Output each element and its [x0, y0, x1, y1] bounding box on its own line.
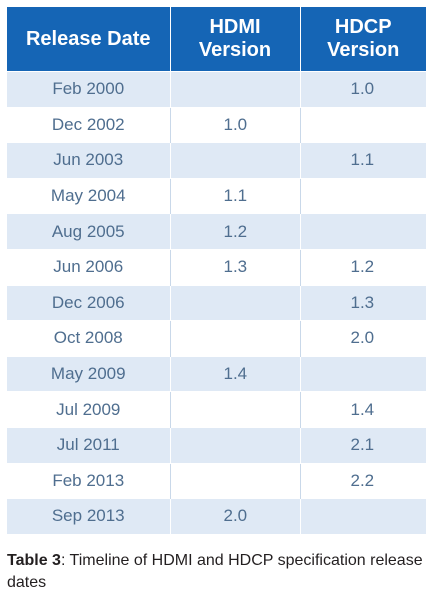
cell-hdmi-version: [169, 71, 301, 108]
cell-release-date: Jun 2003: [7, 142, 171, 179]
table-row: Jun 2006 1.3 1.2: [7, 248, 426, 286]
table-row: Feb 2000 1.0: [7, 71, 426, 108]
release-timeline-table: Release Date HDMI Version HDCP Version F…: [7, 7, 426, 534]
cell-hdcp-version: 1.1: [299, 142, 426, 179]
table-row: Jun 2003 1.1: [7, 142, 426, 179]
cell-hdmi-version: [169, 462, 301, 499]
table-row: Dec 2002 1.0: [7, 106, 426, 143]
cell-release-date: Jul 2009: [7, 391, 171, 428]
cell-release-date: Sep 2013: [7, 498, 171, 534]
cell-hdcp-version: 1.2: [299, 248, 426, 286]
cell-hdmi-version: [169, 284, 301, 321]
cell-hdmi-version: 1.0: [169, 106, 301, 143]
cell-hdmi-version: [169, 426, 301, 464]
header-hdmi-version: HDMI Version: [169, 7, 301, 72]
cell-hdmi-version: 1.4: [169, 355, 301, 392]
cell-hdcp-version: [299, 106, 426, 143]
cell-hdmi-version: 2.0: [169, 498, 301, 534]
table-row: Dec 2006 1.3: [7, 284, 426, 321]
release-timeline-table-container: Release Date HDMI Version HDCP Version F…: [7, 7, 426, 534]
cell-hdcp-version: 2.0: [299, 320, 426, 357]
cell-release-date: Aug 2005: [7, 213, 171, 250]
table-header: Release Date HDMI Version HDCP Version: [7, 7, 426, 72]
table-row: Sep 2013 2.0: [7, 498, 426, 534]
header-row: Release Date HDMI Version HDCP Version: [7, 7, 426, 72]
cell-hdcp-version: [299, 213, 426, 250]
cell-hdcp-version: 1.3: [299, 284, 426, 321]
header-hdcp-version: HDCP Version: [299, 7, 426, 72]
cell-hdcp-version: 2.2: [299, 462, 426, 499]
cell-hdmi-version: [169, 142, 301, 179]
table-row: Jul 2009 1.4: [7, 391, 426, 428]
cell-hdmi-version: [169, 391, 301, 428]
cell-release-date: Jul 2011: [7, 426, 171, 464]
cell-hdmi-version: 1.1: [169, 177, 301, 214]
cell-release-date: May 2004: [7, 177, 171, 214]
cell-hdcp-version: 1.4: [299, 391, 426, 428]
cell-hdmi-version: 1.3: [169, 248, 301, 286]
cell-release-date: Jun 2006: [7, 248, 171, 286]
cell-hdcp-version: 1.0: [299, 71, 426, 108]
cell-release-date: Feb 2013: [7, 462, 171, 499]
cell-hdcp-version: [299, 498, 426, 534]
cell-release-date: May 2009: [7, 355, 171, 392]
cell-release-date: Dec 2006: [7, 284, 171, 321]
cell-hdmi-version: 1.2: [169, 213, 301, 250]
cell-hdcp-version: [299, 355, 426, 392]
table-body: Feb 2000 1.0 Dec 2002 1.0 Jun 2003 1.1 May 200…: [7, 71, 426, 534]
table-row: Jul 2011 2.1: [7, 426, 426, 464]
table-row: Feb 2013 2.2: [7, 462, 426, 499]
table-row: Oct 2008 2.0: [7, 320, 426, 357]
table-row: May 2004 1.1: [7, 177, 426, 214]
header-release-date: Release Date: [7, 7, 171, 72]
cell-hdmi-version: [169, 320, 301, 357]
cell-hdcp-version: 2.1: [299, 426, 426, 464]
caption-text: : Timeline of HDMI and HDCP specificatio…: [7, 552, 423, 591]
cell-hdcp-version: [299, 177, 426, 214]
caption-label: Table 3: [7, 552, 61, 569]
cell-release-date: Feb 2000: [7, 71, 171, 108]
cell-release-date: Dec 2002: [7, 106, 171, 143]
table-row: May 2009 1.4: [7, 355, 426, 392]
cell-release-date: Oct 2008: [7, 320, 171, 357]
table-row: Aug 2005 1.2: [7, 213, 426, 250]
table-caption: Table 3: Timeline of HDMI and HDCP speci…: [7, 550, 427, 594]
